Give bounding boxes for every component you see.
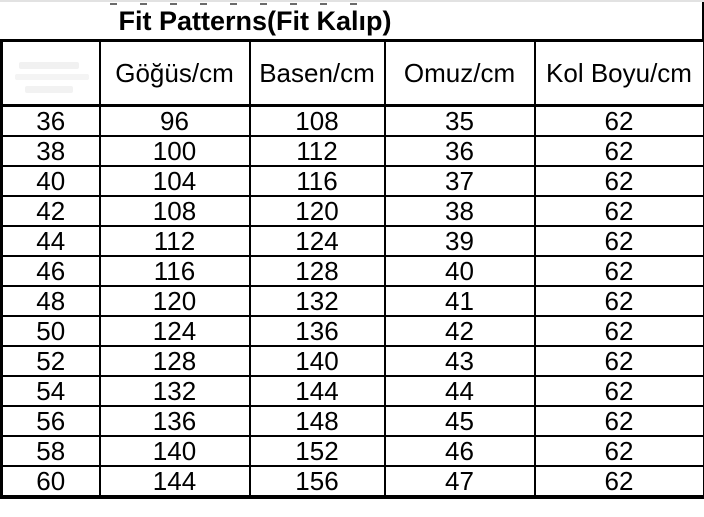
basen-cell: 144	[248, 376, 386, 407]
omuz-cell: 46	[383, 436, 536, 467]
size-cell: 42	[0, 196, 101, 227]
size-cell: 40	[0, 166, 101, 197]
table-row: 58 140 152 46 62	[0, 436, 704, 467]
basen-cell: 132	[248, 286, 386, 317]
omuz-cell: 39	[383, 226, 536, 257]
kol-boyu-cell: 62	[533, 166, 704, 197]
kol-boyu-cell: 62	[533, 256, 704, 287]
column-header-kol-boyu: Kol Boyu/cm	[533, 42, 704, 107]
title-row: Fit Patterns(Fit Kalıp)	[0, 2, 704, 42]
omuz-cell: 40	[383, 256, 536, 287]
basen-cell: 136	[248, 316, 386, 347]
basen-cell: 156	[248, 466, 386, 498]
table-row: 38 100 112 36 62	[0, 136, 704, 167]
table-row: 42 108 120 38 62	[0, 196, 704, 227]
table-row: 60 144 156 47 62	[0, 466, 704, 498]
kol-boyu-cell: 62	[533, 196, 704, 227]
table-row: 52 128 140 43 62	[0, 346, 704, 377]
size-chart-table: Göğüs/cm Basen/cm Omuz/cm Kol Boyu/cm 36…	[0, 42, 704, 499]
table-row: 48 120 132 41 62	[0, 286, 704, 317]
size-cell: 44	[0, 226, 101, 257]
header-row: Göğüs/cm Basen/cm Omuz/cm Kol Boyu/cm	[0, 42, 704, 107]
gogus-cell: 104	[98, 166, 251, 197]
size-cell: 52	[0, 346, 101, 377]
omuz-cell: 41	[383, 286, 536, 317]
table-row: 44 112 124 39 62	[0, 226, 704, 257]
omuz-cell: 36	[383, 136, 536, 167]
kol-boyu-cell: 62	[533, 316, 704, 347]
kol-boyu-cell: 62	[533, 406, 704, 437]
basen-cell: 140	[248, 346, 386, 377]
table-header: Göğüs/cm Basen/cm Omuz/cm Kol Boyu/cm	[0, 42, 704, 107]
size-cell: 38	[0, 136, 101, 167]
gogus-cell: 100	[98, 136, 251, 167]
size-cell: 50	[0, 316, 101, 347]
gogus-cell: 120	[98, 286, 251, 317]
size-cell: 56	[0, 406, 101, 437]
column-header-omuz: Omuz/cm	[383, 42, 536, 107]
size-cell: 48	[0, 286, 101, 317]
size-cell: 58	[0, 436, 101, 467]
size-cell: 60	[0, 466, 101, 498]
size-cell: 46	[0, 256, 101, 287]
basen-cell: 116	[248, 166, 386, 197]
kol-boyu-cell: 62	[533, 136, 704, 167]
gogus-cell: 132	[98, 376, 251, 407]
omuz-cell: 44	[383, 376, 536, 407]
column-header-basen: Basen/cm	[248, 42, 386, 107]
erased-text-artifact	[15, 58, 93, 98]
kol-boyu-cell: 62	[533, 376, 704, 407]
omuz-cell: 43	[383, 346, 536, 377]
omuz-cell: 47	[383, 466, 536, 498]
basen-cell: 112	[248, 136, 386, 167]
omuz-cell: 38	[383, 196, 536, 227]
table-row: 36 96 108 35 62	[0, 105, 704, 137]
kol-boyu-cell: 62	[533, 286, 704, 317]
table-row: 40 104 116 37 62	[0, 166, 704, 197]
table-title: Fit Patterns(Fit Kalıp)	[118, 6, 392, 36]
kol-boyu-cell: 62	[533, 436, 704, 467]
kol-boyu-cell: 62	[533, 105, 704, 137]
basen-cell: 148	[248, 406, 386, 437]
gogus-cell: 144	[98, 466, 251, 498]
basen-cell: 108	[248, 105, 386, 137]
gogus-cell: 96	[98, 105, 251, 137]
basen-cell: 120	[248, 196, 386, 227]
omuz-cell: 45	[383, 406, 536, 437]
gogus-cell: 112	[98, 226, 251, 257]
basen-cell: 128	[248, 256, 386, 287]
basen-cell: 152	[248, 436, 386, 467]
kol-boyu-cell: 62	[533, 346, 704, 377]
kol-boyu-cell: 62	[533, 226, 704, 257]
page-break-dashes	[110, 3, 380, 5]
size-cell: 36	[0, 105, 101, 137]
gogus-cell: 128	[98, 346, 251, 377]
gogus-cell: 108	[98, 196, 251, 227]
size-cell: 54	[0, 376, 101, 407]
basen-cell: 124	[248, 226, 386, 257]
table-row: 56 136 148 45 62	[0, 406, 704, 437]
table-body: 36 96 108 35 62 38 100 112 36 62 40 104 …	[0, 105, 704, 498]
omuz-cell: 37	[383, 166, 536, 197]
column-header-size	[0, 42, 101, 107]
gogus-cell: 136	[98, 406, 251, 437]
omuz-cell: 42	[383, 316, 536, 347]
table-row: 50 124 136 42 62	[0, 316, 704, 347]
omuz-cell: 35	[383, 105, 536, 137]
table-row: 54 132 144 44 62	[0, 376, 704, 407]
table-row: 46 116 128 40 62	[0, 256, 704, 287]
gogus-cell: 140	[98, 436, 251, 467]
gogus-cell: 116	[98, 256, 251, 287]
kol-boyu-cell: 62	[533, 466, 704, 498]
gogus-cell: 124	[98, 316, 251, 347]
column-header-gogus: Göğüs/cm	[98, 42, 251, 107]
